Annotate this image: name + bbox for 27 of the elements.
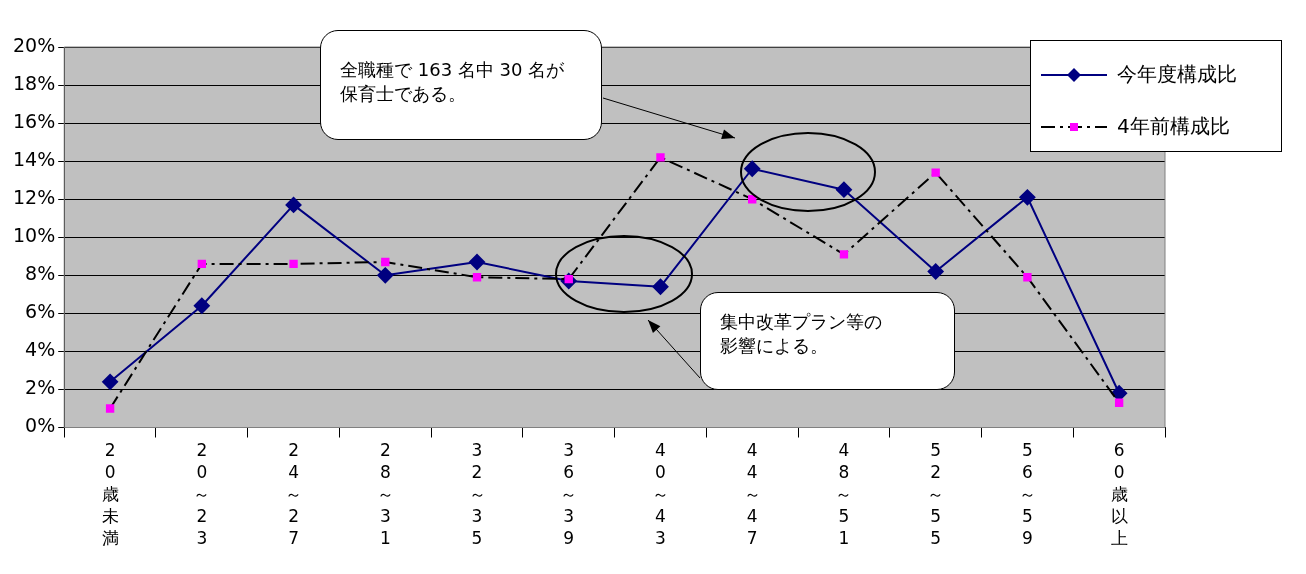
x-tick-label: 32～35	[468, 439, 486, 549]
legend-label: 今年度構成比	[1117, 61, 1237, 88]
y-tick-label: 16%	[13, 110, 56, 133]
x-tick-label: 28～31	[376, 439, 394, 549]
x-tick-label: 24～27	[285, 439, 303, 549]
legend-label: 4年前構成比	[1117, 113, 1230, 140]
x-tick-label: 36～39	[560, 439, 578, 549]
x-tick-label: 20歳未満	[101, 439, 119, 549]
y-tick-label: 2%	[25, 376, 56, 399]
y-tick-label: 20%	[13, 33, 56, 56]
x-tick-label: 52～55	[927, 439, 945, 549]
y-tick-label: 12%	[13, 186, 56, 209]
x-tick-label: 40～43	[651, 439, 669, 549]
y-tick-label: 18%	[13, 71, 56, 94]
x-tick-label: 20～23	[193, 439, 211, 549]
y-tick-label: 4%	[25, 338, 56, 361]
x-tick-label: 44～47	[743, 439, 761, 549]
annotation: 全職種で 163 名中 30 名が保育士である。	[340, 58, 566, 106]
x-tick-label: 48～51	[835, 439, 853, 549]
x-tick-label: 60歳以上	[1110, 439, 1128, 549]
y-tick-label: 8%	[25, 262, 56, 285]
y-tick-label: 0%	[25, 414, 56, 437]
annotation: 集中改革プラン等の影響による。	[720, 310, 883, 358]
y-tick-label: 6%	[25, 300, 56, 323]
x-tick-label: 56～59	[1018, 439, 1036, 549]
y-tick-label: 10%	[13, 224, 56, 247]
y-tick-label: 14%	[13, 148, 56, 171]
